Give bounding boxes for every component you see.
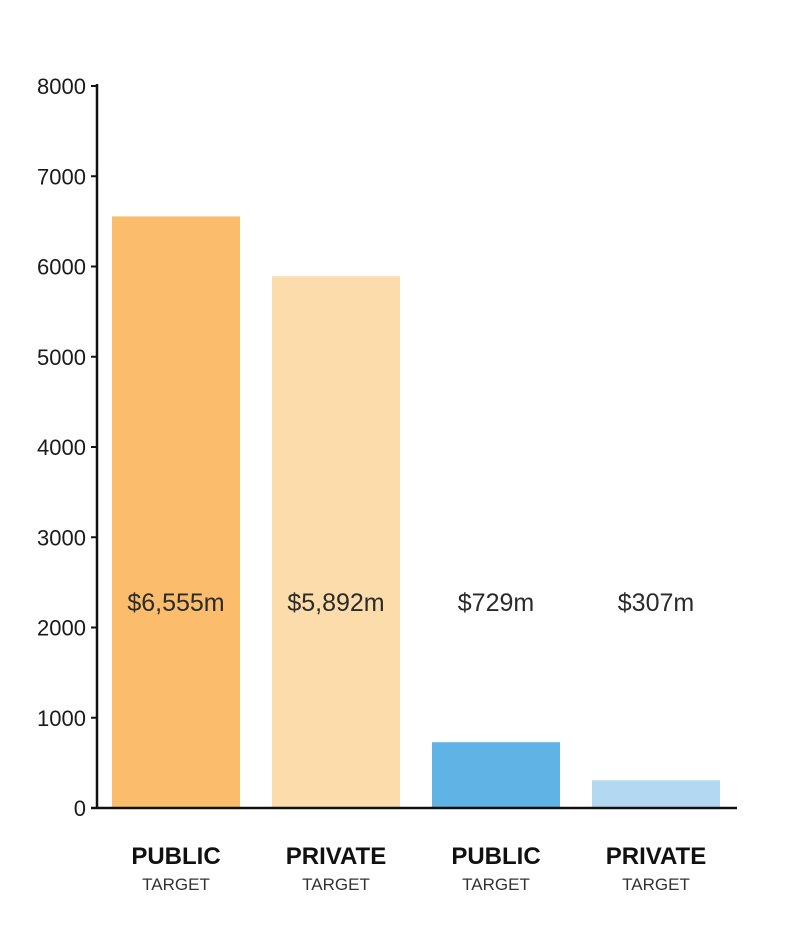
value-labels: $6,555m $5,892m $729m $307m [127, 589, 694, 617]
y-tick-label: 5000 [37, 345, 86, 370]
bars [112, 216, 720, 808]
x-axis: PUBLIC TARGET PRIVATE TARGET PUBLIC TARGET PRI… [91, 806, 737, 894]
y-tick-label: 6000 [37, 255, 86, 280]
bar-value-label: $729m [458, 589, 534, 617]
y-tick-label: 8000 [37, 74, 86, 99]
y-tick-label: 7000 [37, 164, 86, 189]
x-category-sublabel: TARGET [302, 875, 370, 894]
y-tick-label: 1000 [37, 706, 86, 731]
bar [112, 216, 240, 808]
x-category-sublabel: TARGET [622, 875, 690, 894]
x-category-label: PUBLIC [131, 843, 220, 870]
x-category-label: PRIVATE [606, 843, 706, 870]
bar-value-label: $5,892m [287, 589, 384, 617]
bar [272, 276, 400, 808]
y-axis: 0 1000 2000 3000 4000 5000 6000 7000 8000 [37, 74, 99, 821]
x-category-sublabel: TARGET [462, 875, 530, 894]
y-tick-label: 4000 [37, 435, 86, 460]
x-category-sublabel: TARGET [142, 875, 210, 894]
bar-value-label: $6,555m [127, 589, 224, 617]
bar [432, 742, 560, 808]
bar [592, 780, 720, 808]
x-category-label: PUBLIC [451, 843, 540, 870]
y-tick-label: 0 [74, 796, 86, 821]
y-tick-label: 2000 [37, 616, 86, 641]
x-category-label: PRIVATE [286, 843, 386, 870]
bar-value-label: $307m [618, 589, 694, 617]
y-tick-label: 3000 [37, 525, 86, 550]
